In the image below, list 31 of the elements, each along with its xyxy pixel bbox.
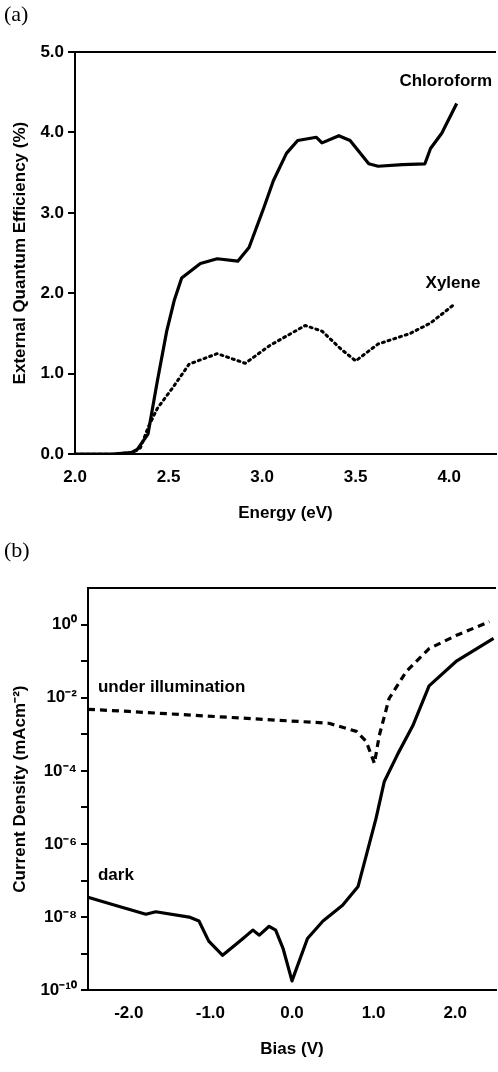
series-label: dark xyxy=(97,864,135,884)
x-tick-label: 4.0 xyxy=(437,467,462,487)
x-tick-label: -2.0 xyxy=(114,1003,144,1023)
y-axis-title: Current Density (mAcm⁻²) xyxy=(9,685,29,893)
y-tick-label: 10⁻⁴ xyxy=(43,760,77,780)
y-tick-label: 5.0 xyxy=(40,41,65,61)
y-tick-label: 1.0 xyxy=(40,363,65,383)
x-tick-label: -1.0 xyxy=(195,1003,226,1023)
chart-title: (b) xyxy=(4,536,30,562)
y-tick-label: 4.0 xyxy=(40,122,65,142)
x-tick-label: 2.0 xyxy=(443,1003,468,1023)
series-label: Xylene xyxy=(425,273,481,293)
y-tick-label: 0.0 xyxy=(40,443,65,463)
x-axis-title: Energy (eV) xyxy=(238,503,333,523)
x-axis-title: Bias (V) xyxy=(260,1039,324,1059)
series-label: Chloroform xyxy=(399,71,492,91)
x-tick-label: 2.5 xyxy=(156,467,181,487)
y-tick-label: 10⁻² xyxy=(46,687,78,707)
y-tick-label: 10⁻¹⁰ xyxy=(40,979,77,999)
x-tick-label: 3.0 xyxy=(250,467,274,487)
y-tick-label: 2.0 xyxy=(40,283,65,303)
x-tick-label: 3.5 xyxy=(343,467,368,487)
y-tick-label: 10⁰ xyxy=(52,614,77,634)
y-tick-label: 3.0 xyxy=(40,202,65,222)
chart-title: (a) xyxy=(4,0,29,26)
y-axis-title: External Quantum Efficiency (%) xyxy=(9,121,29,385)
y-tick-label: 10⁻⁶ xyxy=(44,833,77,853)
x-tick-label: 0.0 xyxy=(280,1003,304,1023)
series-label: under illumination xyxy=(97,677,246,697)
y-tick-label: 10⁻⁸ xyxy=(44,906,77,926)
x-tick-label: 1.0 xyxy=(361,1003,386,1023)
